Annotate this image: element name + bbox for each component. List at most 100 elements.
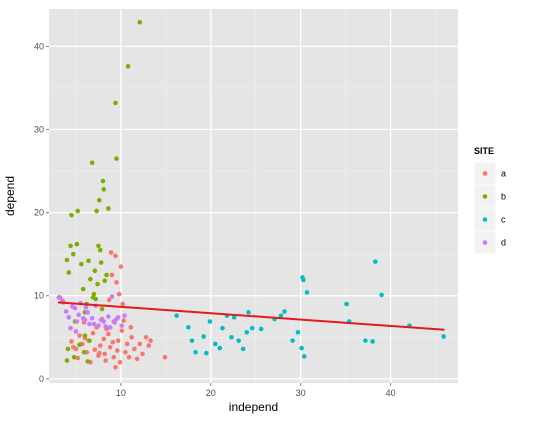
data-point-b — [95, 281, 100, 287]
data-point-b — [100, 178, 106, 184]
data-point-b — [89, 160, 95, 166]
data-point-a — [113, 364, 118, 370]
data-point-a — [115, 338, 121, 343]
data-point-a — [118, 264, 124, 269]
data-point-c — [304, 290, 310, 295]
x-tick-label: 10 — [116, 388, 126, 398]
data-point-a — [111, 354, 117, 360]
data-point-d — [85, 310, 90, 315]
legend-label-b: b — [501, 192, 506, 202]
data-point-c — [363, 338, 368, 343]
data-point-a — [107, 344, 113, 350]
data-point-b — [104, 272, 109, 278]
y-tick-label: 40 — [34, 41, 44, 51]
data-point-c — [240, 346, 246, 352]
data-point-d — [76, 312, 81, 318]
data-point-b — [86, 258, 91, 264]
data-point-c — [344, 301, 349, 307]
data-point-b — [80, 286, 86, 292]
legend-key-c — [482, 217, 488, 222]
data-point-a — [90, 330, 96, 336]
data-point-c — [441, 334, 446, 339]
data-point-a — [132, 346, 137, 352]
data-point-b — [64, 358, 70, 363]
y-tick-label: 30 — [34, 125, 44, 135]
data-point-b — [98, 260, 104, 265]
data-point-c — [299, 345, 304, 351]
y-tick-label: 20 — [34, 208, 44, 218]
data-point-b — [64, 257, 70, 263]
data-point-a — [124, 341, 130, 347]
data-point-a — [103, 358, 108, 363]
data-point-b — [96, 243, 101, 249]
data-point-a — [106, 297, 112, 303]
data-point-b — [101, 187, 107, 192]
data-point-d — [66, 315, 72, 320]
data-point-c — [282, 309, 287, 314]
data-point-a — [102, 351, 108, 357]
data-point-a — [120, 301, 126, 307]
y-tick-label: 10 — [34, 291, 44, 301]
data-point-d — [56, 295, 62, 300]
data-point-a — [121, 318, 126, 323]
data-point-b — [87, 338, 92, 343]
data-point-b — [74, 241, 80, 247]
data-point-d — [72, 305, 78, 311]
x-axis-ticks: 10 20 30 40 — [116, 383, 396, 398]
data-point-a — [75, 355, 81, 361]
fit-line-group — [57, 301, 445, 331]
data-point-a — [77, 333, 82, 338]
fit-line — [57, 301, 445, 331]
data-point-c — [244, 330, 250, 335]
data-point-b — [75, 208, 81, 214]
data-point-d — [91, 321, 97, 327]
data-point-b — [92, 268, 98, 274]
data-point-c — [207, 319, 213, 324]
data-point-a — [119, 328, 125, 333]
data-point-d — [119, 323, 125, 328]
data-point-c — [301, 277, 306, 283]
data-point-a — [117, 359, 123, 365]
data-point-a — [110, 339, 116, 345]
data-point-b — [85, 359, 90, 364]
legend: SITE a b c d — [473, 146, 506, 255]
data-point-d — [106, 314, 111, 319]
data-point-d — [82, 317, 88, 323]
data-point-a — [143, 334, 149, 340]
data-point-a — [115, 348, 120, 353]
data-point-c — [370, 339, 375, 344]
x-tick-label: 30 — [296, 388, 306, 398]
data-point-c — [229, 334, 234, 340]
data-point-d — [96, 323, 101, 328]
data-point-b — [97, 247, 103, 253]
data-point-d — [122, 313, 127, 318]
data-point-b — [125, 64, 131, 69]
legend-label-d: d — [501, 238, 506, 248]
data-point-a — [148, 338, 153, 343]
data-point-a — [140, 351, 145, 357]
data-point-b — [88, 276, 93, 282]
data-point-c — [290, 338, 295, 343]
data-point-d — [101, 319, 107, 324]
data-point-a — [97, 350, 102, 356]
data-point-a — [69, 339, 74, 344]
data-point-d — [103, 324, 108, 329]
data-point-c — [212, 341, 218, 347]
y-tick-label: 0 — [39, 374, 44, 384]
data-point-d — [63, 309, 69, 314]
data-point-d — [89, 315, 95, 321]
y-axis-label: depend — [3, 176, 17, 216]
data-point-c — [236, 338, 241, 343]
data-point-a — [126, 354, 132, 360]
data-point-c — [220, 325, 225, 331]
data-point-c — [189, 338, 195, 343]
data-point-a — [108, 250, 114, 255]
data-point-a — [137, 341, 143, 347]
data-point-c — [278, 313, 284, 318]
data-point-d — [73, 329, 79, 334]
data-point-b — [97, 197, 102, 203]
data-point-c — [258, 326, 264, 332]
data-point-a — [92, 347, 98, 353]
data-point-b — [65, 346, 71, 352]
data-point-a — [134, 356, 140, 362]
